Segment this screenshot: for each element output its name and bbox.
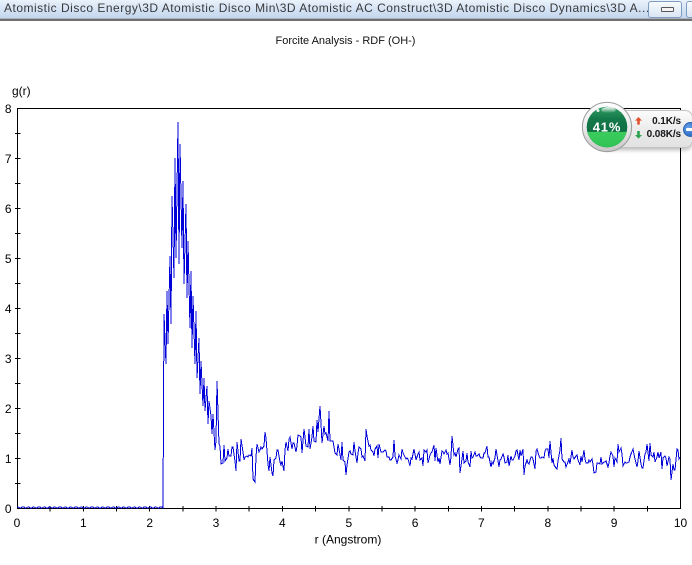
svg-text:1: 1 (80, 516, 87, 530)
svg-text:3: 3 (5, 352, 12, 366)
svg-text:7: 7 (5, 152, 12, 166)
svg-text:r (Angstrom): r (Angstrom) (315, 533, 382, 547)
svg-text:9: 9 (611, 516, 618, 530)
svg-text:1: 1 (5, 452, 12, 466)
svg-text:5: 5 (5, 252, 12, 266)
svg-text:6: 6 (412, 516, 419, 530)
svg-text:41%: 41% (593, 120, 621, 135)
svg-text:6: 6 (5, 202, 12, 216)
svg-text:10: 10 (674, 516, 688, 530)
svg-text:3: 3 (213, 516, 220, 530)
svg-text:2: 2 (5, 402, 12, 416)
svg-text:8: 8 (5, 102, 12, 116)
svg-text:g(r): g(r) (12, 84, 31, 98)
svg-text:0: 0 (5, 502, 12, 516)
svg-text:5: 5 (345, 516, 352, 530)
svg-text:7: 7 (478, 516, 485, 530)
svg-text:4: 4 (279, 516, 286, 530)
svg-text:4: 4 (5, 302, 12, 316)
svg-text:2: 2 (146, 516, 153, 530)
svg-text:8: 8 (544, 516, 551, 530)
svg-text:0: 0 (14, 516, 21, 530)
